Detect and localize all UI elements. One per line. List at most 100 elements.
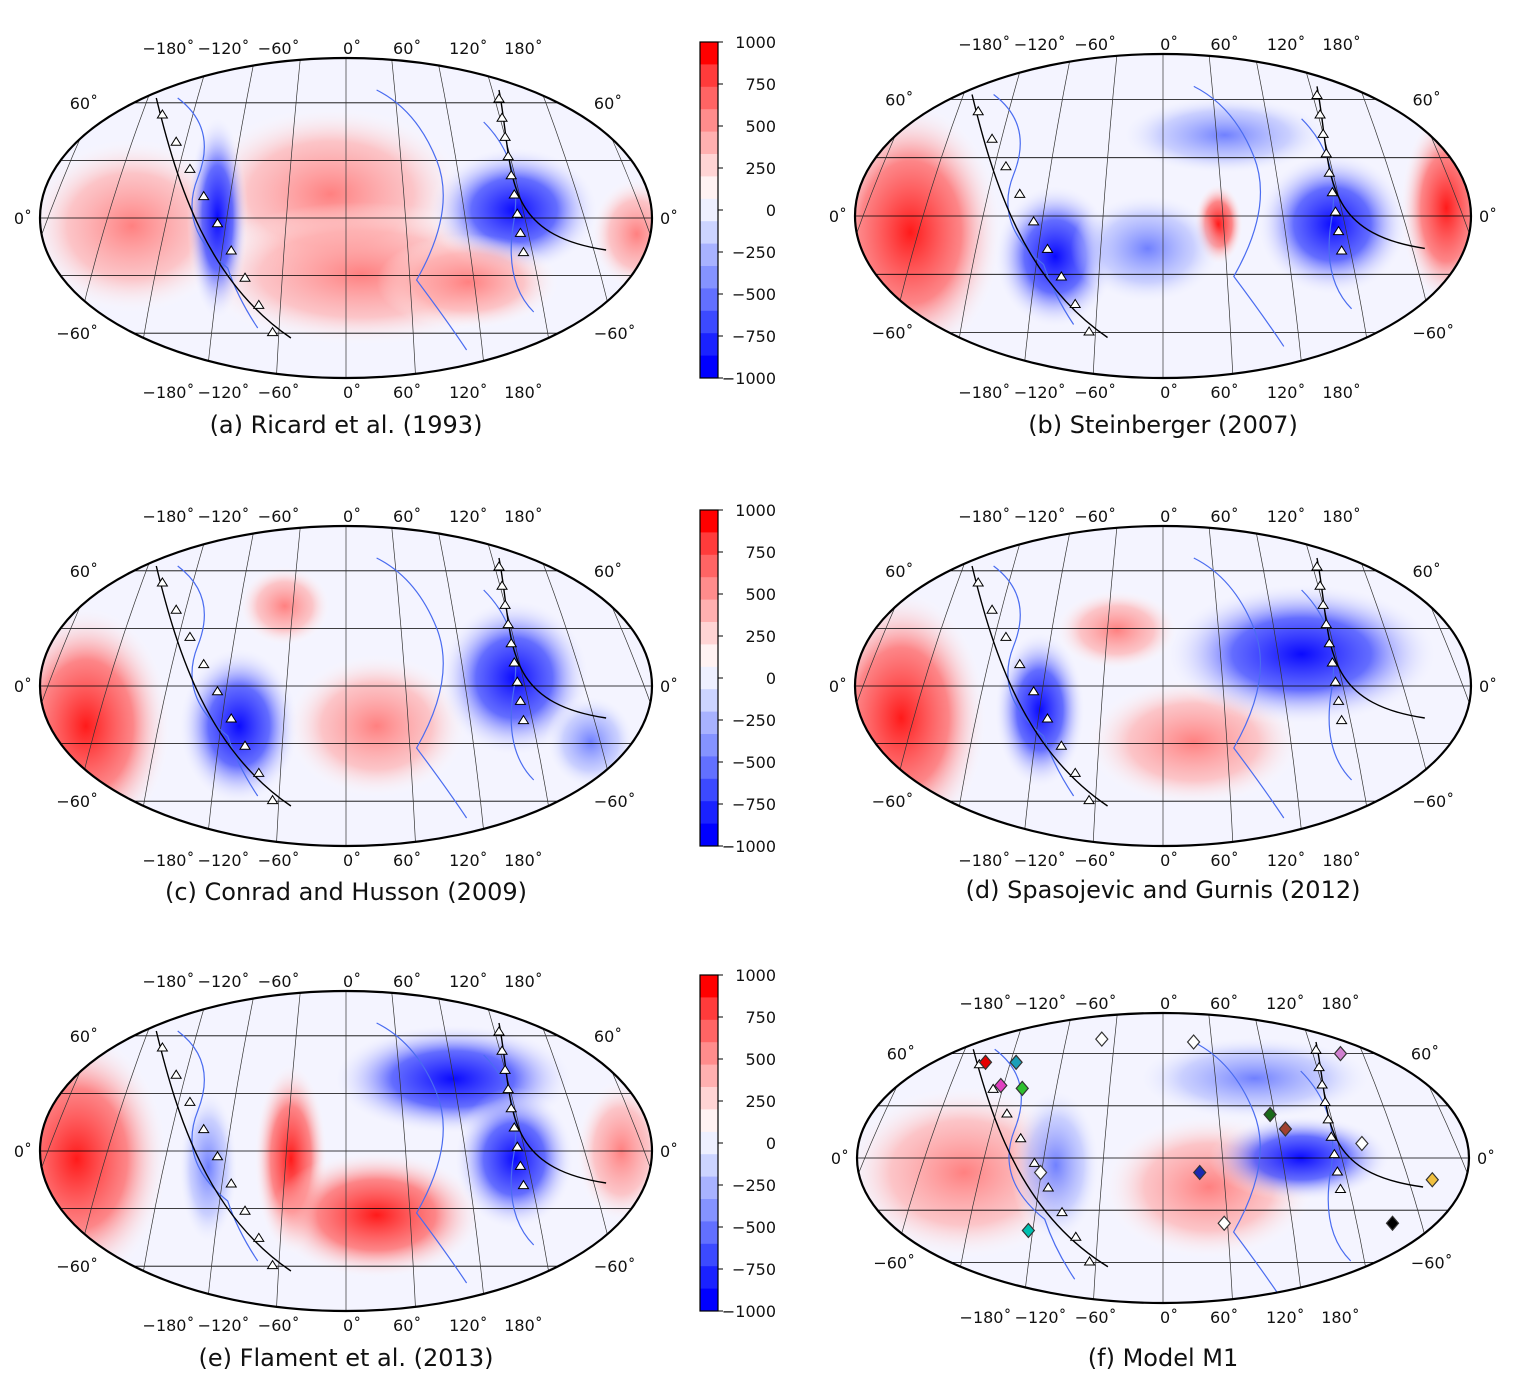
station-marker: [1263, 1106, 1277, 1123]
subduction-triangle: [1332, 695, 1345, 705]
top-lon-label: −60˚: [258, 39, 300, 58]
colorbar-tick-label: −500: [732, 753, 776, 772]
colorbar-tick-label: −1000: [722, 1302, 776, 1321]
subduction-triangle: [1013, 188, 1026, 198]
colorbar-segment: [700, 154, 718, 177]
subduction-triangle: [225, 713, 238, 723]
top-lon-label: 60˚: [393, 972, 421, 991]
longitude-line: [436, 526, 486, 846]
top-lon-label: −180˚: [143, 972, 195, 991]
subduction-triangle: [1314, 108, 1326, 119]
bottom-lon-label: 120˚: [1267, 851, 1306, 870]
bottom-lon-label: −120˚: [1014, 851, 1066, 870]
bottom-lon-label: 180˚: [1322, 383, 1361, 402]
subduction-triangle: [499, 599, 512, 609]
subduction-triangle: [225, 1178, 238, 1188]
bottom-lon-label: 0˚: [1160, 1308, 1178, 1327]
colorbar-segment: [700, 310, 718, 334]
left-lat-label: −60˚: [56, 1257, 98, 1276]
field-anomaly: [269, 1151, 484, 1279]
longitude-line: [391, 991, 416, 1311]
colorbar-segment: [700, 1109, 718, 1133]
station-marker: [1015, 1080, 1030, 1097]
bottom-lon-label: 180˚: [504, 851, 543, 870]
field-anomaly: [376, 234, 561, 330]
colorbar-segment: [700, 42, 718, 65]
subduction-triangle: [156, 1042, 169, 1052]
subduction-triangle: [1316, 1079, 1329, 1089]
subduction-triangle: [1027, 685, 1040, 696]
colorbar-segment: [700, 599, 718, 623]
subduction-triangle: [1028, 1157, 1041, 1167]
top-lon-label: 0˚: [1160, 507, 1178, 526]
coastline: [177, 1022, 535, 1284]
subduction-triangle: [496, 580, 508, 590]
longitude-line: [136, 526, 210, 846]
caption-panel-f: (f) Model M1: [1087, 1344, 1239, 1372]
subduction-triangle: [511, 208, 524, 218]
field-anomaly: [1132, 1034, 1378, 1122]
top-lon-label: 60˚: [1210, 507, 1238, 526]
longitude-line: [276, 526, 301, 846]
subduction-triangle: [197, 1123, 210, 1134]
right-lat-label: 0˚: [660, 209, 678, 228]
bottom-lon-label: 0˚: [343, 851, 361, 870]
map-outline: [853, 52, 1473, 380]
subduction-triangle: [170, 1069, 183, 1079]
map-outline: [853, 524, 1473, 848]
top-lon-label: −60˚: [1074, 35, 1116, 54]
left-lat-label: −60˚: [873, 1253, 915, 1272]
longitude-line: [1253, 1013, 1303, 1303]
station-marker: [1333, 1045, 1348, 1062]
colorbar-segment: [700, 577, 718, 601]
subduction-triangle: [1055, 740, 1068, 750]
subduction-zone: [155, 97, 292, 339]
left-lat-label: −60˚: [56, 324, 98, 343]
subduction-triangle: [493, 1026, 505, 1036]
subduction-triangle: [972, 577, 985, 587]
subduction-triangle: [1326, 186, 1339, 197]
longitude-line: [952, 54, 1026, 378]
colorbar-segment: [700, 1042, 718, 1066]
longitude-line: [136, 991, 210, 1311]
right-lat-label: 60˚: [1412, 562, 1440, 581]
colorbar-tick-label: 1000: [735, 966, 776, 985]
longitude-line: [1254, 526, 1304, 846]
longitude-line: [436, 991, 486, 1311]
subduction-triangle: [1000, 160, 1012, 171]
left-lat-label: 60˚: [70, 1027, 98, 1046]
longitude-line: [276, 58, 301, 378]
left-lat-label: 0˚: [829, 677, 847, 696]
coastline: [177, 89, 535, 351]
field-anomaly: [40, 1031, 169, 1287]
colorbar-segment: [700, 288, 718, 312]
bottom-lon-label: −180˚: [958, 383, 1010, 402]
field-anomaly: [1070, 191, 1225, 306]
field-anomaly: [1116, 94, 1333, 176]
subduction-triangle: [505, 169, 518, 180]
top-lon-label: −120˚: [1015, 994, 1067, 1013]
bottom-lon-label: −120˚: [198, 851, 250, 870]
bottom-lon-label: 120˚: [449, 851, 488, 870]
right-lat-label: 60˚: [1412, 90, 1440, 109]
top-lon-label: −180˚: [958, 507, 1010, 526]
field-anomaly: [177, 1087, 239, 1247]
top-lon-label: −120˚: [1014, 35, 1066, 54]
map-outline: [855, 1011, 1471, 1305]
bottom-lon-label: 0˚: [1160, 383, 1178, 402]
station-marker: [978, 1054, 993, 1071]
subduction-triangle: [502, 150, 515, 161]
colorbar-segment: [700, 131, 718, 155]
longitude-line: [1092, 54, 1118, 378]
colorbar-segment: [700, 997, 718, 1021]
right-lat-label: 60˚: [594, 94, 622, 113]
subduction-triangle: [211, 217, 224, 228]
bottom-lon-label: −120˚: [198, 383, 250, 402]
station-marker: [1186, 1034, 1201, 1050]
top-lon-label: 0˚: [343, 972, 361, 991]
subduction-zone: [155, 1030, 292, 1272]
top-lon-label: −120˚: [1014, 507, 1066, 526]
field-anomaly: [453, 1087, 576, 1231]
subduction-triangle: [493, 93, 505, 103]
left-lat-label: 0˚: [831, 1149, 849, 1168]
